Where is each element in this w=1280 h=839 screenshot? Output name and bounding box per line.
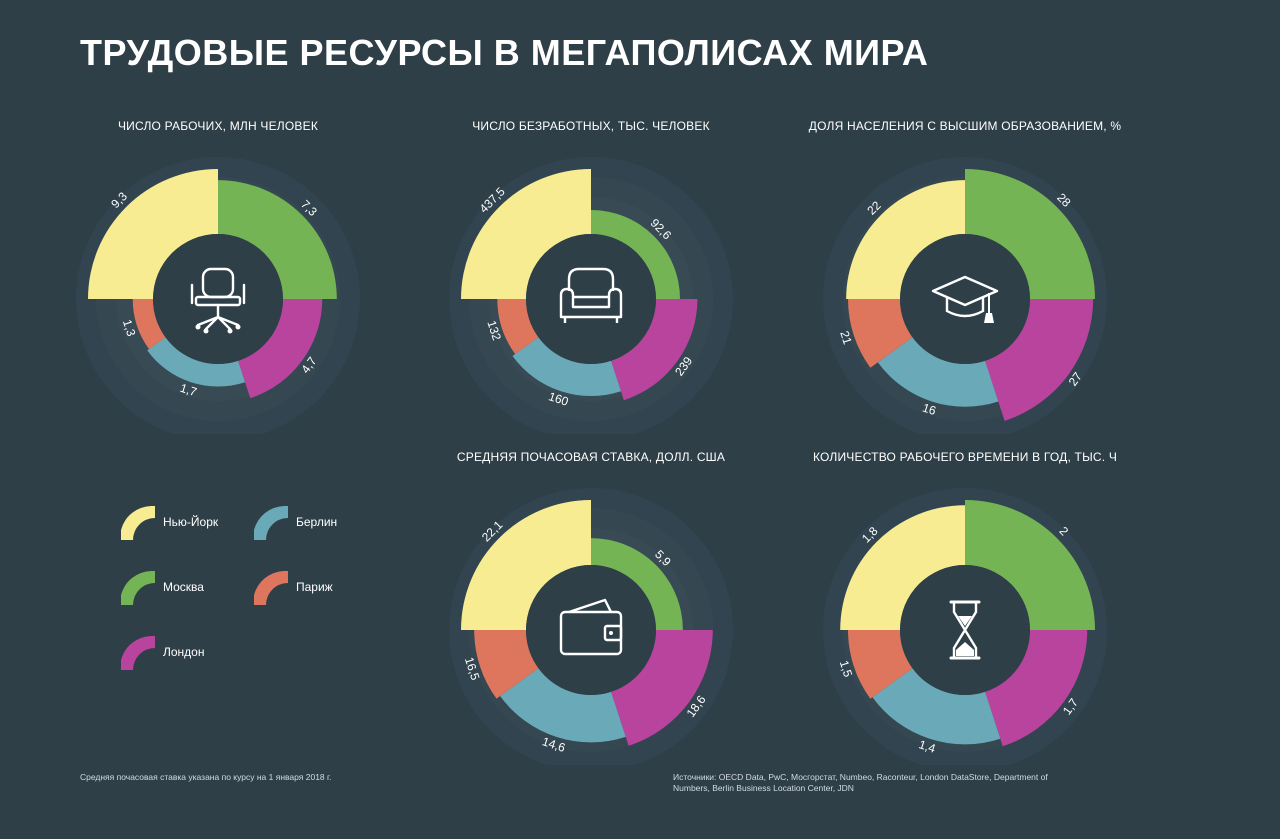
rose-segment-new-york [840,505,965,630]
swatch-shape [121,636,155,670]
chart-title: ЧИСЛО БЕЗРАБОТНЫХ, ТЫС. ЧЕЛОВЕК [472,119,710,133]
rose-segment-london [985,299,1094,421]
rose-chart-hourly-rate: 22,15,918,614,616,5 [449,488,733,765]
legend-label: Нью-Йорк [163,515,219,529]
chart-workers: ЧИСЛО РАБОЧИХ, МЛН ЧЕЛОВЕК 9,3 7,3 4,7 1,7 1… [38,118,398,434]
rose-segment-london [985,630,1088,747]
rose-segment-moscow [965,500,1095,630]
rose-segment-paris [474,630,539,699]
chart-unemployed: ЧИСЛО БЕЗРАБОТНЫХ, ТЫС. ЧЕЛОВЕК 437,5 92,… [411,118,771,434]
office-chair-icon [190,267,246,334]
data-label-berlin: 16 [921,400,938,418]
data-label-paris: 1,5 [837,659,856,680]
rose-segment-moscow [591,538,683,630]
legend-item-paris: Париж [248,565,333,609]
chart-title: ЧИСЛО РАБОЧИХ, МЛН ЧЕЛОВЕК [117,119,319,133]
chart-title: СРЕДНЯЯ ПОЧАСОВАЯ СТАВКА, ДОЛЛ. США [456,450,726,464]
rose-segment-moscow [591,209,681,299]
legend-label: Лондон [163,645,205,659]
hourglass-icon [949,600,981,660]
page-title: ТРУДОВЫЕ РЕСУРСЫ В МЕГАПОЛИСАХ МИРА [80,32,929,73]
rose-segment-new-york [461,169,591,299]
wallet-icon [559,598,623,656]
data-label-berlin: 14,6 [540,734,567,755]
legend-label: Берлин [296,515,338,529]
rose-segment-new-york [461,500,591,630]
rose-segment-london [238,299,323,399]
rose-segment-paris [848,299,913,368]
swatch-shape [254,506,288,540]
rose-segment-berlin [872,668,1001,745]
rose-segment-berlin [147,337,246,387]
center-hole [526,234,656,364]
rose-segment-new-york [846,180,965,299]
rose-chart-working-hours: 1,8 21,71,41,5 [823,488,1107,765]
legend-swatch [121,571,155,605]
chart-hourly-rate: СРЕДНЯЯ ПОЧАСОВАЯ СТАВКА, ДОЛЛ. США 22,1… [411,449,771,765]
data-label-berlin: 160 [547,389,571,409]
legend-swatch [121,636,155,670]
rose-segment-paris [848,630,913,699]
swatch-shape [121,571,155,605]
graduation-cap-icon [931,275,999,323]
legend-swatch [121,506,155,540]
chart-title: КОЛИЧЕСТВО РАБОЧЕГО ВРЕМЕНИ В ГОД, ТЫС. … [812,450,1118,464]
legend-label: Москва [163,580,204,594]
legend-swatch [254,506,288,540]
data-label-paris: 1,3 [120,318,139,339]
rose-segment-paris [132,299,166,350]
center-hole [526,565,656,695]
rose-segment-moscow [965,169,1095,299]
data-label-paris: 132 [484,319,504,343]
rose-segment-berlin [512,337,621,397]
swatch-shape [254,571,288,605]
chart-education: ДОЛЯ НАСЕЛЕНИЯ С ВЫСШИМ ОБРАЗОВАНИЕМ, % … [785,118,1145,434]
chart-working-hours: КОЛИЧЕСТВО РАБОЧЕГО ВРЕМЕНИ В ГОД, ТЫС. … [785,449,1145,765]
center-hole [153,234,283,364]
legend-label: Париж [296,580,333,594]
rose-segment-berlin [877,337,999,407]
sources-note: Источники: OECD Data, PwC, Мосгорстат, N… [673,772,1048,793]
data-label-berlin: 1,4 [917,737,938,756]
legend-item-moscow: Москва [115,565,204,609]
footnote: Средняя почасовая ставка указана по курс… [80,772,332,782]
chart-title: ДОЛЯ НАСЕЛЕНИЯ С ВЫСШИМ ОБРАЗОВАНИЕМ, % [808,119,1122,133]
rose-segment-new-york [88,169,218,299]
legend-item-london: Лондон [115,630,204,674]
legend-item-ny: Нью-Йорк [115,500,218,544]
armchair-icon [559,267,623,323]
legend: Нью-Йорк Берлин Москва Париж Лондон [115,500,375,680]
rose-chart-workers: 9,3 7,34,71,71,3 [76,157,360,434]
swatch-shape [121,506,155,540]
data-label-paris: 16,5 [462,655,483,682]
data-label-berlin: 1,7 [178,381,199,400]
rose-segment-berlin [500,668,626,743]
legend-item-berlin: Берлин [248,500,337,544]
center-hole [900,234,1030,364]
legend-swatch [254,571,288,605]
rose-segment-paris [497,299,539,355]
rose-segment-moscow [218,180,337,299]
data-label-paris: 21 [837,329,855,346]
rose-segment-london [611,299,698,401]
rose-segment-london [611,630,713,746]
